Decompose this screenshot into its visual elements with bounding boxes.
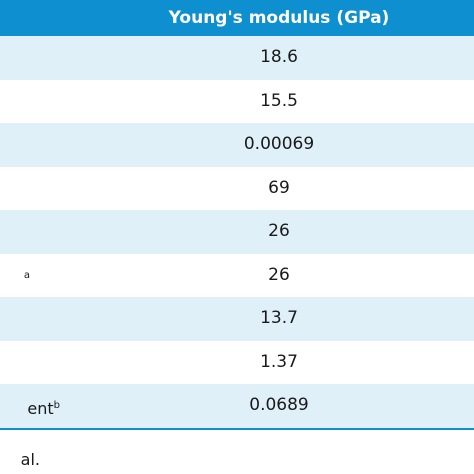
row-value: 26 [268,221,290,241]
row-value: 1.37 [260,351,298,372]
table-footnote: al. [0,447,40,473]
row-value: 18.6 [260,47,298,67]
row-label: entb [27,399,60,418]
table-row: entb 0.0689 [0,384,474,428]
column-header-youngs-modulus: Young's modulus (GPa) [168,8,390,28]
row-value: 0.00069 [243,134,315,154]
row-value: 13.7 [260,308,298,328]
table-row: 1.37 [0,340,474,384]
table-row: 18.6 [0,36,474,80]
row-value: 15.5 [260,90,298,111]
table-bottom-rule [0,427,474,430]
table-row: 13.7 [0,297,474,341]
table-row: 15.5 [0,79,474,123]
data-table: Young's modulus (GPa) 18.6 15.5 0.00069 … [0,0,474,430]
row-value: 26 [268,264,290,285]
row-label: a [23,269,30,281]
table-row: 69 [0,166,474,210]
table-header: Young's modulus (GPa) [0,0,474,36]
table-row: a 26 [0,253,474,297]
table-row: 26 [0,210,474,254]
table-row: 0.00069 [0,123,474,167]
row-value: 69 [268,177,290,198]
row-value: 0.0689 [249,395,309,415]
footnote-text: al. [20,450,40,469]
